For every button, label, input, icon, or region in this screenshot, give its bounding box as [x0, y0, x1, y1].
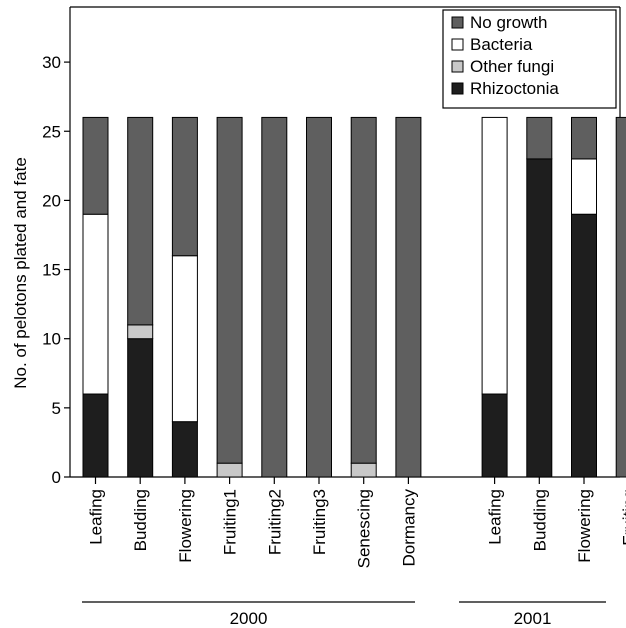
- y-tick-label: 5: [52, 399, 61, 418]
- x-tick-label: Fruiting1: [221, 489, 240, 555]
- legend-label: No growth: [470, 13, 547, 32]
- legend-swatch: [451, 38, 464, 51]
- bar-segment-no-growth: [571, 116, 597, 160]
- x-tick-label: Budding: [131, 489, 150, 551]
- bar-segment-other-fungi: [127, 324, 154, 340]
- bar-segment-rhizoctonia: [82, 393, 109, 478]
- x-tick-label: Senescing: [355, 489, 374, 568]
- bar-segment-no-growth: [82, 116, 109, 215]
- group-label: 2001: [514, 609, 552, 628]
- bar-segment-no-growth: [615, 116, 626, 478]
- bar-segment-no-growth: [127, 116, 154, 326]
- bar-segment-rhizoctonia: [571, 213, 597, 478]
- legend-swatch: [451, 82, 464, 95]
- x-tick-label: Fruiting: [620, 489, 626, 546]
- bar-segment-no-growth: [526, 116, 553, 160]
- bar-segment-bacteria: [82, 213, 109, 395]
- legend-label: Other fungi: [470, 57, 554, 76]
- bar-segment-rhizoctonia: [481, 393, 508, 478]
- x-tick-label: Fruiting3: [310, 489, 329, 555]
- y-tick-label: 30: [42, 53, 61, 72]
- x-tick-label: Fruiting2: [265, 489, 284, 555]
- x-tick-label: Dormancy: [399, 489, 418, 567]
- bar-segment-bacteria: [171, 255, 198, 423]
- y-tick-label: 20: [42, 191, 61, 210]
- x-tick-label: Flowering: [176, 489, 195, 563]
- bar-segment-rhizoctonia: [526, 158, 553, 478]
- bar-segment-other-fungi: [350, 462, 377, 478]
- x-tick-label: Flowering: [575, 489, 594, 563]
- y-tick-label: 25: [42, 122, 61, 141]
- group-label: 2000: [230, 609, 268, 628]
- legend-label: Rhizoctonia: [470, 79, 559, 98]
- bar-segment-no-growth: [395, 116, 422, 478]
- y-tick-label: 0: [52, 468, 61, 487]
- bar-segment-no-growth: [350, 116, 377, 464]
- bar-segment-no-growth: [261, 116, 288, 478]
- legend-box: [442, 9, 617, 109]
- x-tick-label: Budding: [530, 489, 549, 551]
- bars: [82, 116, 626, 478]
- legend-label: Bacteria: [470, 35, 533, 54]
- x-tick-label: Leafing: [87, 489, 106, 545]
- group-labels: 2000 2001: [82, 601, 606, 628]
- legend-swatch: [451, 16, 464, 29]
- bar-segment-bacteria: [571, 158, 597, 215]
- bar-segment-bacteria: [481, 116, 508, 395]
- y-tick-label: 15: [42, 261, 61, 280]
- bar-segment-no-growth: [306, 116, 332, 478]
- legend-swatch: [451, 60, 464, 73]
- bar-segment-no-growth: [171, 116, 198, 257]
- y-tick-label: 10: [42, 330, 61, 349]
- bar-segment-rhizoctonia: [127, 338, 154, 478]
- bar-segment-other-fungi: [216, 462, 243, 478]
- bar-segment-rhizoctonia: [171, 421, 198, 478]
- legend: No growth Bacteria Other fungi Rhizoctonia: [442, 9, 617, 109]
- bar-segment-no-growth: [216, 116, 243, 464]
- y-axis-title: No. of pelotons plated and fate: [11, 157, 30, 389]
- y-axis: 0 5 10 15 20 25 30: [42, 53, 70, 487]
- x-tick-label: Leafing: [486, 489, 505, 545]
- x-axis: Leafing Budding Flowering Fruiting1 Fruiting…: [87, 477, 626, 568]
